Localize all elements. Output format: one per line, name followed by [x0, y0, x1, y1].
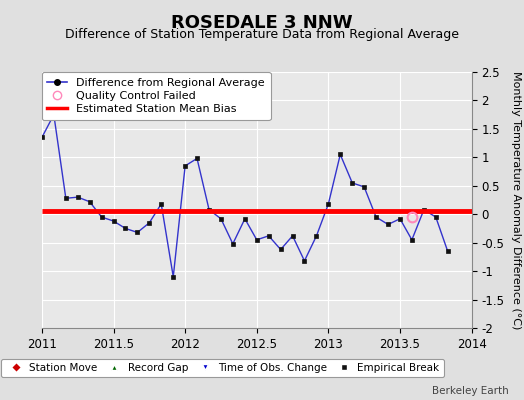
Y-axis label: Monthly Temperature Anomaly Difference (°C): Monthly Temperature Anomaly Difference (… — [511, 71, 521, 329]
Text: Difference of Station Temperature Data from Regional Average: Difference of Station Temperature Data f… — [65, 28, 459, 41]
Legend: Station Move, Record Gap, Time of Obs. Change, Empirical Break: Station Move, Record Gap, Time of Obs. C… — [1, 359, 444, 377]
Text: Berkeley Earth: Berkeley Earth — [432, 386, 508, 396]
Text: ROSEDALE 3 NNW: ROSEDALE 3 NNW — [171, 14, 353, 32]
